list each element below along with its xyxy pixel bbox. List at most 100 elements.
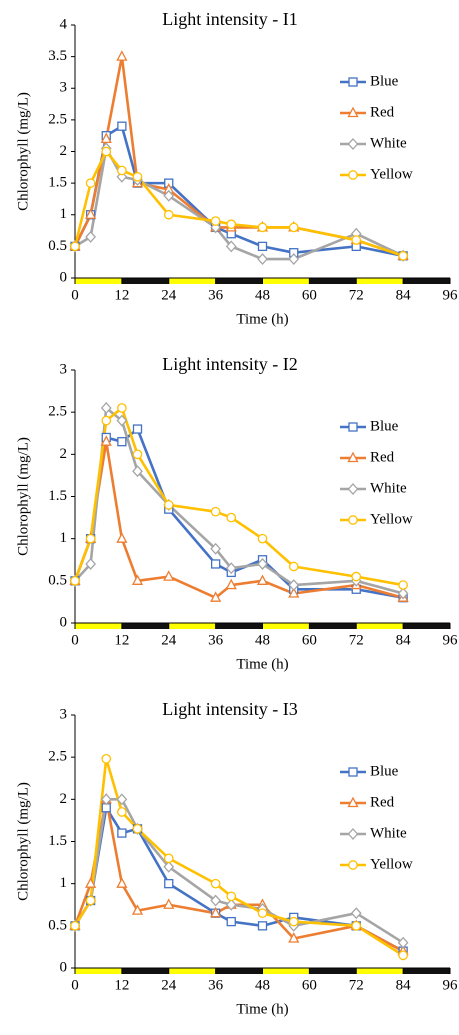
legend-label: Red	[370, 794, 395, 810]
marker	[351, 571, 362, 582]
marker	[117, 807, 127, 817]
marker	[288, 916, 299, 927]
y-tick-label: 0	[60, 269, 68, 285]
marker	[85, 178, 96, 188]
series-line	[73, 757, 404, 957]
x-tick-label: 36	[208, 632, 224, 648]
marker	[288, 561, 299, 572]
marker	[257, 241, 268, 252]
marker	[397, 936, 409, 949]
photoperiod-band	[309, 623, 357, 629]
marker	[210, 906, 222, 918]
marker	[398, 251, 408, 261]
x-tick-label: 60	[302, 977, 317, 993]
photoperiod-band	[309, 968, 357, 974]
legend-label: Yellow	[370, 166, 413, 182]
photoperiod-band	[262, 968, 310, 974]
x-tick-label: 0	[71, 632, 79, 648]
marker	[132, 465, 143, 478]
marker	[347, 828, 359, 840]
x-tick-label: 12	[114, 632, 129, 648]
marker	[70, 241, 80, 252]
y-tick-label: 4	[60, 16, 68, 32]
marker	[117, 403, 127, 413]
marker	[347, 483, 359, 495]
marker	[210, 894, 221, 907]
marker	[85, 877, 97, 888]
series-line	[73, 150, 404, 258]
chart-title: Light intensity - I2	[162, 354, 297, 374]
marker	[398, 580, 408, 590]
photoperiod-band	[262, 623, 310, 629]
photoperiod-band	[356, 623, 404, 629]
marker	[163, 570, 175, 581]
marker	[226, 512, 237, 523]
photoperiod-band	[356, 278, 404, 284]
photoperiod-band	[168, 278, 216, 284]
y-tick-label: 2	[60, 446, 68, 462]
marker	[210, 542, 221, 555]
marker	[85, 208, 97, 219]
x-tick-label: 48	[255, 287, 270, 303]
marker	[132, 171, 143, 182]
marker	[100, 132, 112, 143]
x-tick-label: 84	[396, 287, 412, 303]
chart-title: Light intensity - I3	[162, 699, 297, 719]
marker	[85, 557, 96, 570]
marker	[101, 146, 112, 157]
x-tick-label: 72	[349, 287, 364, 303]
y-tick-label: 2.5	[48, 749, 67, 765]
marker	[288, 579, 300, 592]
marker	[288, 253, 300, 265]
marker	[100, 793, 112, 806]
y-tick-label: 3	[60, 361, 68, 377]
marker	[163, 853, 174, 864]
x-axis-label: Time (h)	[236, 656, 288, 672]
x-tick-label: 0	[71, 977, 79, 993]
y-tick-label: 2.5	[48, 111, 67, 127]
y-tick-label: 3.5	[48, 48, 67, 64]
marker	[348, 422, 358, 432]
photoperiod-band	[75, 623, 122, 629]
x-tick-label: 12	[114, 977, 129, 993]
photoperiod-band	[75, 968, 122, 974]
legend-label: Yellow	[370, 856, 413, 872]
marker	[226, 891, 237, 902]
marker	[348, 515, 358, 525]
y-axis-label: Chlorophyll (mg/L)	[15, 92, 31, 211]
y-tick-label: 0	[60, 959, 68, 975]
marker	[288, 222, 299, 233]
marker	[131, 574, 144, 585]
marker	[163, 898, 175, 909]
x-tick-label: 72	[349, 632, 364, 648]
marker	[117, 165, 127, 176]
photoperiod-band	[215, 623, 263, 629]
marker	[116, 532, 128, 543]
x-tick-label: 48	[255, 977, 270, 993]
marker	[347, 451, 359, 463]
photoperiod-band	[215, 278, 263, 284]
y-tick-label: 0.5	[48, 572, 67, 588]
x-tick-label: 96	[443, 977, 459, 993]
marker	[85, 895, 96, 906]
photoperiod-band	[356, 968, 404, 974]
marker	[163, 189, 175, 202]
photoperiod-band	[403, 278, 450, 284]
marker	[70, 920, 80, 931]
marker	[117, 437, 127, 447]
x-axis-label: Time (h)	[236, 1001, 288, 1017]
marker	[101, 415, 112, 426]
x-tick-label: 36	[208, 287, 224, 303]
x-tick-label: 48	[255, 632, 270, 648]
series-line	[74, 406, 404, 595]
marker	[132, 424, 143, 434]
marker	[85, 533, 96, 544]
legend-label: White	[370, 480, 407, 496]
y-tick-label: 1	[60, 530, 68, 546]
x-tick-label: 96	[443, 287, 459, 303]
marker	[116, 50, 128, 61]
marker	[398, 950, 408, 961]
y-tick-label: 1	[60, 206, 68, 222]
marker	[116, 877, 128, 888]
photoperiod-band	[75, 278, 122, 284]
